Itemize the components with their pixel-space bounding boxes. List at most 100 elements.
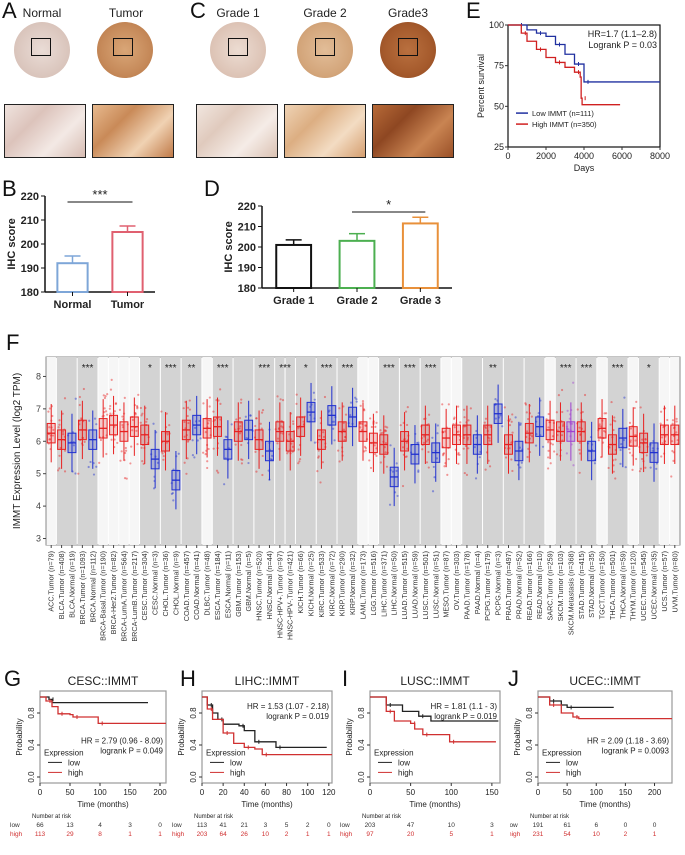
data-point — [462, 447, 465, 450]
data-point — [638, 470, 641, 473]
data-point — [628, 451, 632, 454]
data-point — [342, 428, 345, 431]
zoom-image-grade3 — [372, 104, 454, 158]
caption-grade1: Grade 1 — [216, 6, 260, 20]
bar-grade-3 — [401, 222, 439, 289]
data-point — [603, 412, 606, 415]
risk-value: 1 — [128, 831, 132, 838]
risk-value: 1 — [158, 831, 162, 838]
data-point — [193, 456, 196, 459]
legend-item-high: high — [230, 768, 245, 777]
data-point — [332, 420, 336, 423]
data-point — [239, 425, 242, 428]
significance-stars: *** — [425, 363, 437, 374]
y-tick-label: 220 — [238, 201, 256, 213]
data-point — [292, 422, 295, 426]
data-point — [108, 407, 111, 410]
data-point — [578, 452, 582, 455]
data-point — [208, 396, 211, 399]
data-point — [321, 461, 325, 464]
panel-label-b: B — [2, 176, 17, 201]
x-tick-label: HNSC.Tumor (n=520) — [255, 551, 264, 621]
x-tick-label: BRCA-LumB.Tumor (n=217) — [130, 551, 139, 642]
data-point — [547, 412, 550, 416]
data-point — [62, 433, 65, 436]
risk-value: 10 — [593, 831, 601, 838]
data-point — [560, 434, 564, 437]
data-point — [98, 461, 101, 464]
data-point — [124, 451, 127, 455]
data-point — [207, 447, 210, 451]
data-point — [317, 456, 320, 459]
x-tick-label: COAD.Tumor (n=457) — [182, 551, 191, 621]
data-point — [446, 473, 449, 476]
data-point — [659, 410, 663, 413]
data-point — [633, 406, 636, 410]
data-point — [240, 462, 244, 465]
data-point — [675, 417, 678, 420]
data-point — [105, 410, 108, 413]
data-point — [628, 448, 631, 451]
data-point — [549, 462, 552, 465]
data-point — [48, 438, 51, 441]
data-point — [342, 405, 345, 408]
data-point — [373, 444, 376, 447]
data-point — [395, 469, 398, 473]
y-tick-label: 0.0 — [357, 771, 366, 783]
y-tick-label: 220 — [21, 191, 39, 203]
data-point — [281, 399, 285, 402]
data-point — [406, 406, 409, 409]
data-point — [74, 472, 77, 475]
data-point — [103, 407, 106, 410]
data-point — [323, 395, 327, 399]
data-point — [145, 420, 148, 423]
data-point — [388, 503, 392, 506]
data-point — [249, 414, 252, 417]
data-point — [215, 469, 219, 472]
data-point — [541, 445, 545, 448]
data-point — [534, 444, 538, 447]
data-point — [255, 417, 258, 420]
risk-value: 54 — [564, 831, 572, 838]
data-point — [187, 421, 190, 425]
group-band — [503, 357, 524, 545]
data-point — [612, 464, 615, 467]
zoom-image-tumor — [92, 104, 174, 158]
y-tick-label: 4 — [36, 501, 41, 511]
data-point — [63, 470, 67, 473]
x-tick-label: PAAD.Tumor (n=178) — [462, 551, 471, 620]
data-point — [416, 441, 419, 445]
data-point — [280, 425, 283, 428]
data-point — [494, 417, 497, 420]
x-tick-label: ESCA.Tumor (n=184) — [213, 551, 222, 620]
panel-label-a: A — [2, 0, 17, 23]
data-point — [661, 442, 664, 445]
x-tick-label: TGCT.Tumor (n=150) — [598, 551, 607, 619]
data-point — [230, 423, 233, 426]
data-point — [172, 499, 175, 502]
data-point — [499, 414, 502, 417]
data-point — [113, 438, 116, 441]
x-tick-label: READ.Normal (n=10) — [535, 551, 544, 619]
risk-value: 113 — [35, 831, 46, 838]
data-point — [191, 439, 194, 442]
data-point — [598, 423, 601, 426]
survival-curve-high — [202, 696, 332, 756]
data-point — [619, 462, 622, 465]
group-band — [607, 357, 628, 545]
x-tick-label: STAD.Tumor (n=415) — [577, 551, 586, 619]
data-point — [603, 429, 606, 433]
significance-stars: ** — [489, 363, 497, 374]
data-point — [185, 472, 188, 475]
significance-stars: *** — [342, 363, 354, 374]
data-point — [202, 451, 205, 454]
data-point — [146, 418, 149, 421]
data-point — [359, 404, 362, 407]
data-point — [52, 428, 55, 432]
risk-value: 203 — [197, 831, 208, 838]
group-band — [462, 357, 483, 545]
data-point — [614, 477, 617, 480]
x-tick-label: 4000 — [574, 151, 594, 161]
annotation-text: Logrank P = 0.03 — [588, 40, 657, 50]
data-point — [572, 464, 575, 467]
